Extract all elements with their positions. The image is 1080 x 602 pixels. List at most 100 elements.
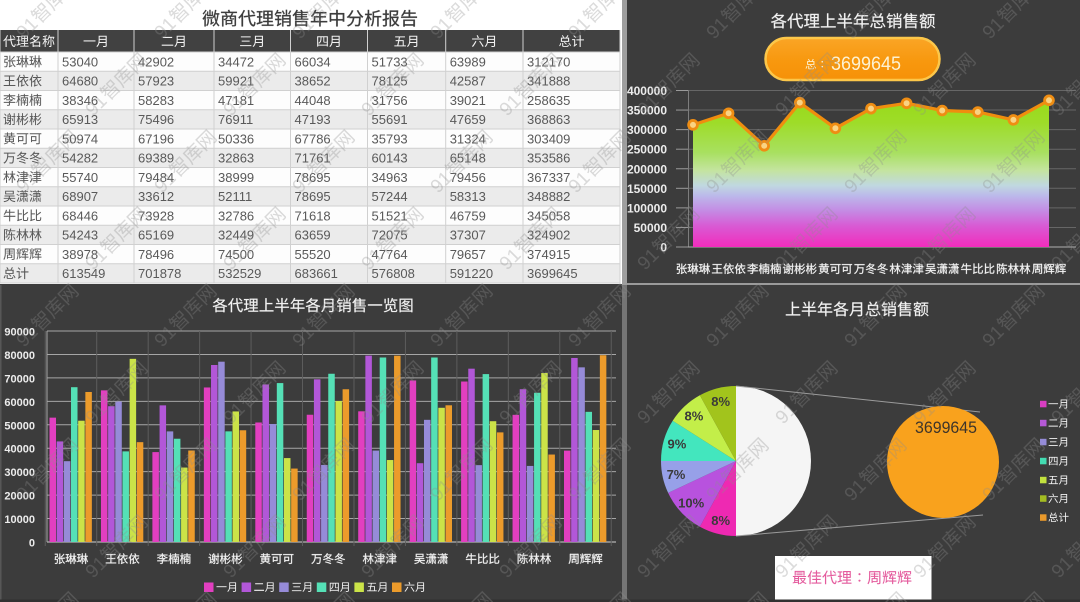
svg-text:10%: 10% <box>678 496 704 511</box>
svg-text:47764: 47764 <box>372 247 408 262</box>
svg-text:341888: 341888 <box>527 74 570 89</box>
svg-text:38346: 38346 <box>62 93 98 108</box>
svg-text:66034: 66034 <box>295 54 331 69</box>
svg-text:57923: 57923 <box>138 74 174 89</box>
svg-text:64680: 64680 <box>62 74 98 89</box>
svg-text:8%: 8% <box>711 394 730 409</box>
svg-text:532529: 532529 <box>218 266 261 281</box>
svg-text:55520: 55520 <box>295 247 331 262</box>
svg-text:34472: 34472 <box>218 54 254 69</box>
svg-text:42587: 42587 <box>450 74 486 89</box>
svg-text:60143: 60143 <box>372 151 408 166</box>
svg-text:150000: 150000 <box>627 182 667 196</box>
svg-text:3699645: 3699645 <box>527 266 578 281</box>
svg-text:47659: 47659 <box>450 112 486 127</box>
svg-text:71618: 71618 <box>295 208 331 223</box>
svg-text:38652: 38652 <box>295 74 331 89</box>
svg-text:42902: 42902 <box>138 54 174 69</box>
svg-text:70000: 70000 <box>4 373 35 385</box>
svg-text:50336: 50336 <box>218 131 254 146</box>
svg-text:78496: 78496 <box>138 247 174 262</box>
svg-text:20000: 20000 <box>4 491 35 503</box>
svg-text:68907: 68907 <box>62 189 98 204</box>
svg-text:368863: 368863 <box>527 112 570 127</box>
svg-text:7%: 7% <box>667 467 686 482</box>
svg-text:53040: 53040 <box>62 54 98 69</box>
svg-text:63659: 63659 <box>295 228 331 243</box>
svg-text:57244: 57244 <box>372 189 408 204</box>
svg-text:90000: 90000 <box>4 327 35 339</box>
svg-text:200000: 200000 <box>627 162 667 176</box>
svg-text:312170: 312170 <box>527 54 570 69</box>
svg-text:50000: 50000 <box>634 221 668 235</box>
svg-text:32786: 32786 <box>218 208 254 223</box>
svg-text:69389: 69389 <box>138 151 174 166</box>
svg-text:348882: 348882 <box>527 189 570 204</box>
svg-text:300000: 300000 <box>627 123 667 137</box>
svg-text:32863: 32863 <box>218 151 254 166</box>
svg-text:51521: 51521 <box>372 208 408 223</box>
svg-text:34963: 34963 <box>372 170 408 185</box>
svg-text:54282: 54282 <box>62 151 98 166</box>
svg-text:3699645: 3699645 <box>831 54 901 75</box>
svg-text:10000: 10000 <box>4 514 35 526</box>
svg-text:79484: 79484 <box>138 170 174 185</box>
svg-text:55740: 55740 <box>62 170 98 185</box>
svg-text:374915: 374915 <box>527 247 570 262</box>
svg-text:58313: 58313 <box>450 189 486 204</box>
svg-text:65913: 65913 <box>62 112 98 127</box>
svg-text:47193: 47193 <box>295 112 331 127</box>
svg-text:35793: 35793 <box>372 131 408 146</box>
svg-text:324902: 324902 <box>527 228 570 243</box>
svg-text:60000: 60000 <box>4 397 35 409</box>
svg-text:79657: 79657 <box>450 247 486 262</box>
svg-text:701878: 701878 <box>138 266 181 281</box>
svg-text:67196: 67196 <box>138 131 174 146</box>
svg-text:39021: 39021 <box>450 93 486 108</box>
svg-text:52111: 52111 <box>218 189 252 204</box>
svg-text:8%: 8% <box>711 513 730 528</box>
svg-text:50000: 50000 <box>4 420 35 432</box>
svg-text:31756: 31756 <box>372 93 408 108</box>
svg-text:47181: 47181 <box>218 93 254 108</box>
svg-text:76911: 76911 <box>218 112 253 127</box>
svg-text:683661: 683661 <box>295 266 338 281</box>
svg-text:350000: 350000 <box>627 104 667 118</box>
svg-text:65169: 65169 <box>138 228 174 243</box>
svg-text:8%: 8% <box>685 409 704 424</box>
svg-text:54243: 54243 <box>62 228 98 243</box>
svg-text:50974: 50974 <box>62 131 98 146</box>
svg-text:576808: 576808 <box>372 266 415 281</box>
svg-text:303409: 303409 <box>527 131 570 146</box>
svg-text:63989: 63989 <box>450 54 486 69</box>
svg-text:44048: 44048 <box>295 93 331 108</box>
svg-text:353586: 353586 <box>527 151 570 166</box>
svg-text:68446: 68446 <box>62 208 98 223</box>
svg-text:55691: 55691 <box>372 112 408 127</box>
svg-text:80000: 80000 <box>4 350 35 362</box>
svg-text:9%: 9% <box>668 436 687 451</box>
svg-text:33612: 33612 <box>138 189 174 204</box>
svg-text:37307: 37307 <box>450 228 486 243</box>
svg-text:40000: 40000 <box>4 444 35 456</box>
svg-text:58283: 58283 <box>138 93 174 108</box>
svg-text:74500: 74500 <box>218 247 254 262</box>
svg-text:258635: 258635 <box>527 93 570 108</box>
svg-text:75496: 75496 <box>138 112 174 127</box>
svg-text:345058: 345058 <box>527 208 570 223</box>
svg-text:38978: 38978 <box>62 247 98 262</box>
svg-text:67786: 67786 <box>295 131 331 146</box>
svg-text:38999: 38999 <box>218 170 254 185</box>
svg-text:73928: 73928 <box>138 208 174 223</box>
svg-text:250000: 250000 <box>627 143 667 157</box>
svg-text:0: 0 <box>29 538 35 550</box>
svg-text:31324: 31324 <box>450 131 486 146</box>
svg-text:591220: 591220 <box>450 266 493 281</box>
svg-text:46759: 46759 <box>450 208 486 223</box>
svg-text:30000: 30000 <box>4 467 35 479</box>
svg-text:78695: 78695 <box>295 189 331 204</box>
svg-text:613549: 613549 <box>62 266 105 281</box>
svg-text:100000: 100000 <box>627 201 667 215</box>
svg-text:3699645: 3699645 <box>915 418 977 437</box>
svg-text:367337: 367337 <box>527 170 570 185</box>
